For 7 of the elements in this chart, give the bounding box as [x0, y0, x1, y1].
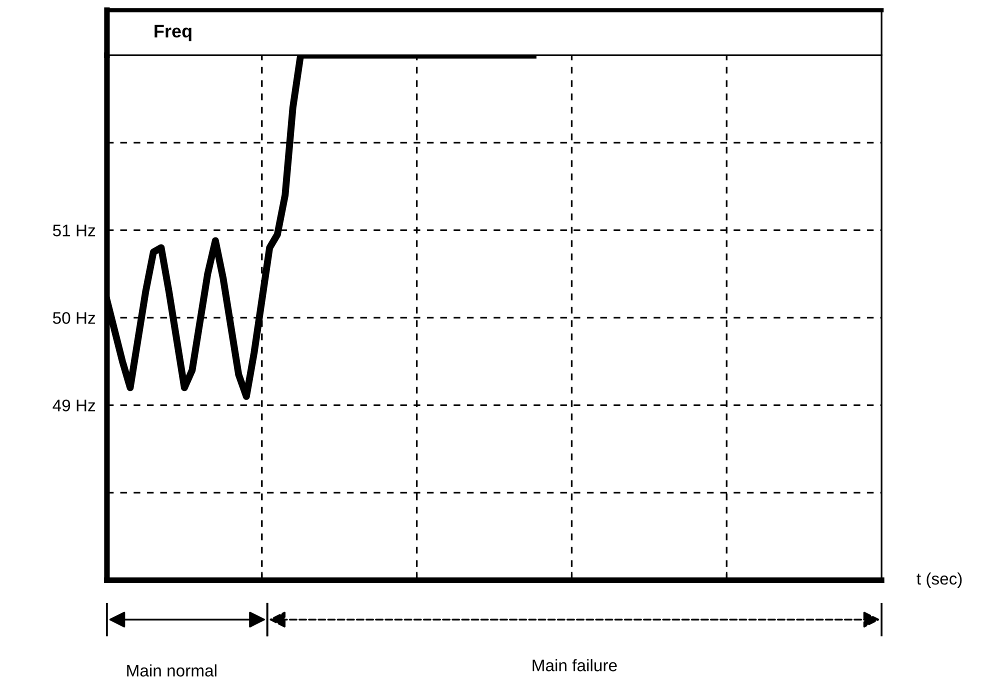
text: Main normal: [127, 664, 216, 677]
chart-title: Freq: [154, 24, 192, 42]
y-tick-label: 49 Hz: [52, 400, 96, 412]
text: Main failure: [532, 659, 617, 672]
y-tick-label: 51 Hz: [52, 224, 96, 236]
x-axis-title: t (sec): [916, 572, 962, 588]
y-tick-label: 50 Hz: [52, 312, 96, 324]
